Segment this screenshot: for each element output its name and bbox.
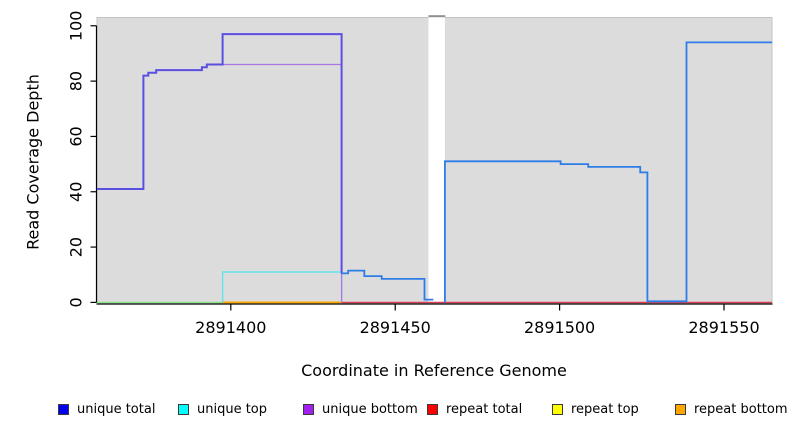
legend-swatch-repeat-top (552, 404, 563, 415)
legend-item-repeat-top: repeat top (552, 402, 639, 417)
y-tick-label: 20 (67, 237, 86, 257)
x-tick-label: 2891400 (195, 318, 266, 337)
x-tick-label: 2891450 (360, 318, 431, 337)
no-data-band (428, 14, 445, 303)
legend-swatch-unique-bottom (303, 404, 314, 415)
legend-swatch-repeat-total (427, 404, 438, 415)
series-unique-total-right (444, 41, 772, 303)
y-tick-label: 100 (67, 11, 86, 42)
y-tick-label: 80 (67, 71, 86, 91)
legend-swatch-unique-total (58, 404, 69, 415)
legend-label-repeat-bottom: repeat bottom (694, 402, 788, 417)
legend-label-unique-top: unique top (197, 402, 268, 417)
legend-item-unique-bottom: unique bottom (303, 402, 418, 417)
y-tick-label: 40 (67, 182, 86, 202)
legend-label-unique-bottom: unique bottom (322, 402, 418, 417)
legend-swatch-repeat-bottom (675, 404, 686, 415)
no-data-band-top-mark (428, 15, 446, 18)
y-axis-title: Read Coverage Depth (23, 74, 43, 250)
y-tick-label: 60 (67, 126, 86, 146)
legend-label-repeat-total: repeat total (446, 402, 523, 417)
legend-label-unique-total: unique total (77, 402, 156, 417)
series-unique-total-left (97, 33, 343, 274)
x-tick-label: 2891500 (524, 318, 595, 337)
legend-swatch-unique-top (178, 404, 189, 415)
legend-item-repeat-bottom: repeat bottom (675, 402, 788, 417)
legend-label-repeat-top: repeat top (571, 402, 639, 417)
x-tick-label: 2891550 (688, 318, 759, 337)
legend-item-unique-top: unique top (178, 402, 267, 417)
legend-item-repeat-total: repeat total (427, 402, 522, 417)
x-axis-title: Coordinate in Reference Genome (301, 361, 567, 380)
legend-item-unique-total: unique total (58, 402, 155, 417)
y-tick-label: 0 (67, 297, 86, 307)
series-unique-total-mid (341, 269, 434, 301)
